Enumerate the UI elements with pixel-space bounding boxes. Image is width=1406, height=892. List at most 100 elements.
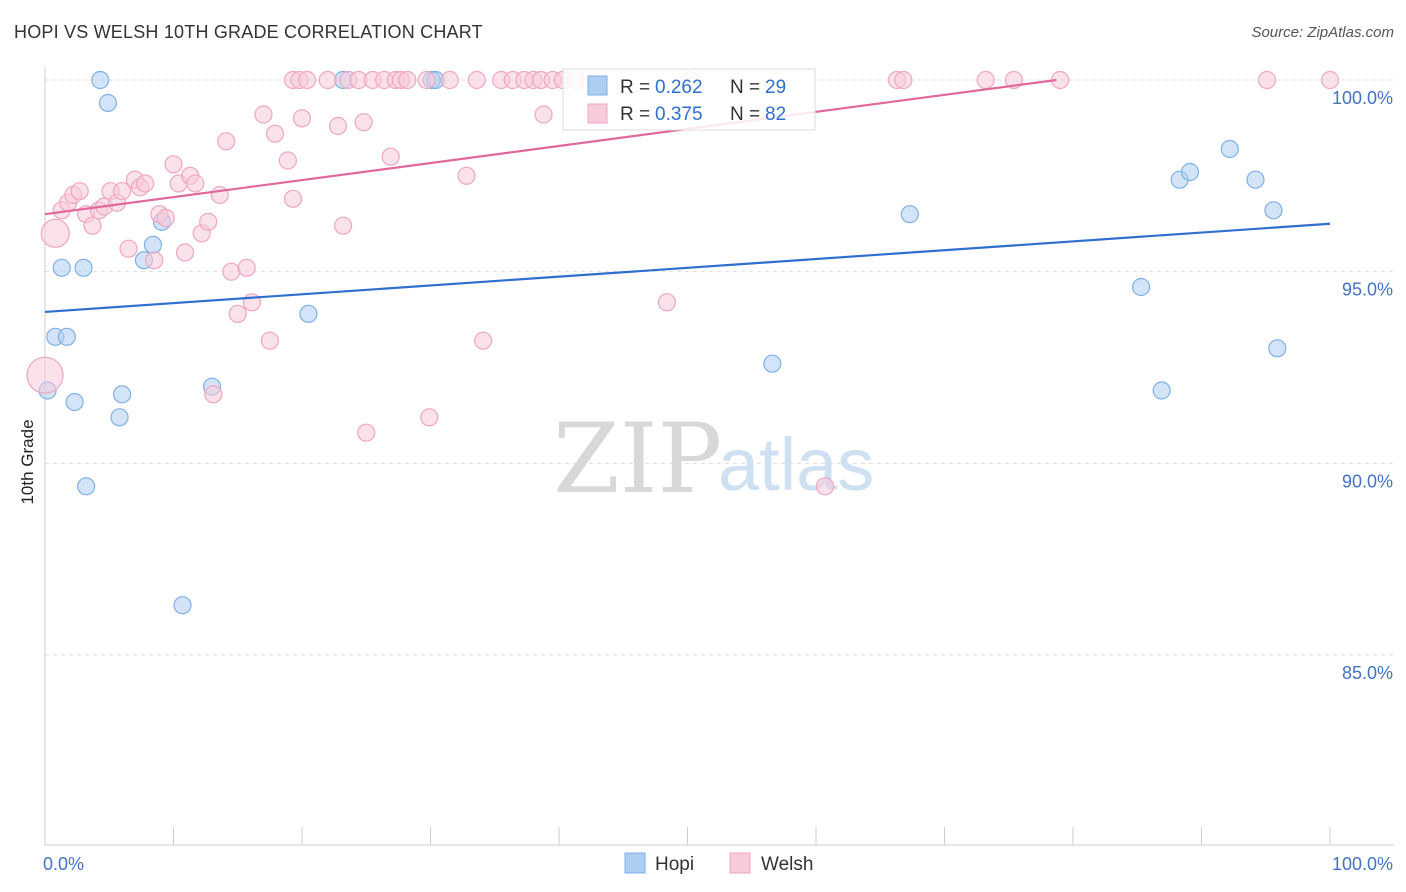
stats-welsh-swatch	[587, 103, 608, 124]
welsh-point-43[interactable]	[318, 70, 337, 90]
legend-hopi-swatch[interactable]	[624, 852, 646, 874]
stats-hopi-n-value: 29	[765, 77, 786, 98]
welsh-point-32[interactable]	[237, 258, 256, 277]
welsh-point-52[interactable]	[381, 147, 400, 166]
axes	[44, 67, 1394, 846]
hopi-point-10[interactable]	[299, 304, 318, 323]
y-tick-label-1: 95.0%	[1342, 280, 1393, 300]
welsh-point-45[interactable]	[334, 216, 353, 235]
welsh-point-27[interactable]	[204, 385, 223, 404]
y-axis-title: 10th Grade	[18, 419, 37, 504]
hopi-point-5[interactable]	[52, 258, 71, 277]
hopi-point-18[interactable]	[77, 477, 96, 496]
legend-welsh-label[interactable]: Welsh	[761, 854, 813, 875]
y-tick-label-0: 100.0%	[1332, 88, 1393, 108]
hopi-point-0[interactable]	[91, 70, 110, 90]
stats-welsh-n-value: 82	[765, 104, 786, 125]
welsh-point-30[interactable]	[222, 262, 241, 281]
hopi-point-8[interactable]	[143, 235, 163, 254]
welsh-point-22[interactable]	[175, 243, 195, 262]
stats-hopi-r-label: R =	[620, 77, 650, 98]
y-tick-label-2: 90.0%	[1342, 471, 1393, 491]
hopi-point-6[interactable]	[74, 258, 93, 277]
welsh-point-1[interactable]	[40, 218, 70, 248]
data-points	[26, 70, 1340, 615]
welsh-trend-line	[44, 78, 1057, 216]
watermark: ZIP atlas	[553, 403, 874, 515]
hopi-point-22[interactable]	[1132, 277, 1151, 297]
hopi-point-25[interactable]	[1180, 162, 1200, 182]
welsh-point-19[interactable]	[156, 208, 175, 228]
welsh-point-12[interactable]	[112, 182, 132, 201]
welsh-point-13[interactable]	[119, 239, 138, 258]
welsh-point-42[interactable]	[298, 70, 317, 90]
welsh-point-55[interactable]	[398, 70, 417, 90]
welsh-point-75[interactable]	[894, 70, 913, 90]
welsh-point-35[interactable]	[260, 331, 279, 350]
x-tick-label-1: 100.0%	[1332, 854, 1393, 874]
stats-hopi-n-label: N =	[730, 77, 760, 98]
welsh-point-73[interactable]	[815, 477, 835, 496]
hopi-point-26[interactable]	[1220, 139, 1239, 159]
chart-title: HOPI VS WELSH 10TH GRADE CORRELATION CHA…	[14, 22, 483, 42]
stats-welsh-r-label: R =	[620, 104, 650, 125]
welsh-point-38[interactable]	[283, 189, 303, 208]
trend-lines	[44, 78, 1331, 314]
welsh-point-0[interactable]	[26, 356, 64, 394]
welsh-point-24[interactable]	[186, 174, 205, 193]
welsh-point-57[interactable]	[420, 408, 439, 427]
hopi-point-15[interactable]	[110, 408, 129, 427]
welsh-point-41[interactable]	[292, 109, 312, 128]
watermark-atlas: atlas	[718, 423, 874, 506]
hopi-point-1[interactable]	[98, 93, 118, 113]
welsh-point-44[interactable]	[328, 116, 348, 136]
legend-welsh-swatch[interactable]	[729, 852, 751, 874]
stats-box: R = 0.262 N = 29 R = 0.375 N = 82	[562, 68, 816, 131]
legend-hopi-label[interactable]: Hopi	[655, 854, 694, 875]
welsh-point-29[interactable]	[217, 132, 236, 151]
stats-welsh-n-label: N =	[730, 104, 760, 125]
welsh-point-80[interactable]	[1320, 70, 1340, 90]
welsh-point-26[interactable]	[199, 212, 218, 231]
source-label: Source: ZipAtlas.com	[1251, 24, 1394, 41]
welsh-point-36[interactable]	[265, 124, 285, 143]
hopi-point-21[interactable]	[763, 354, 782, 373]
hopi-point-20[interactable]	[900, 205, 919, 224]
hopi-trend-line	[44, 222, 1331, 314]
welsh-point-17[interactable]	[145, 251, 164, 270]
welsh-point-20[interactable]	[164, 155, 183, 174]
legend: Hopi Welsh	[624, 852, 813, 875]
welsh-point-37[interactable]	[278, 151, 297, 170]
welsh-point-71[interactable]	[657, 293, 677, 312]
welsh-point-56[interactable]	[417, 70, 436, 90]
hopi-point-23[interactable]	[1152, 381, 1171, 400]
welsh-point-59[interactable]	[457, 166, 476, 185]
tick-labels: 100.0% 95.0% 90.0% 85.0% 0.0% 100.0%	[43, 88, 1393, 874]
hopi-point-19[interactable]	[173, 596, 192, 615]
hopi-point-29[interactable]	[1268, 339, 1287, 358]
welsh-point-5[interactable]	[70, 182, 89, 201]
welsh-point-48[interactable]	[354, 113, 373, 132]
welsh-point-79[interactable]	[1257, 70, 1277, 90]
welsh-point-76[interactable]	[976, 70, 995, 90]
x-tick-label-0: 0.0%	[43, 854, 84, 874]
hopi-point-28[interactable]	[1264, 201, 1283, 220]
stats-hopi-r-value: 0.262	[655, 77, 703, 98]
welsh-point-34[interactable]	[254, 105, 273, 124]
hopi-point-12[interactable]	[57, 327, 76, 346]
y-tick-label-3: 85.0%	[1342, 663, 1393, 683]
welsh-point-67[interactable]	[534, 105, 553, 124]
welsh-point-28[interactable]	[210, 185, 229, 205]
welsh-point-7[interactable]	[83, 216, 102, 235]
welsh-point-61[interactable]	[474, 331, 493, 350]
welsh-point-16[interactable]	[136, 174, 155, 193]
welsh-point-49[interactable]	[357, 423, 376, 442]
hopi-point-14[interactable]	[65, 392, 84, 412]
welsh-point-58[interactable]	[440, 70, 459, 90]
stats-welsh-r-value: 0.375	[655, 104, 703, 125]
welsh-point-31[interactable]	[228, 304, 247, 323]
hopi-point-16[interactable]	[112, 385, 132, 404]
hopi-point-27[interactable]	[1246, 170, 1265, 189]
welsh-point-60[interactable]	[467, 70, 486, 90]
